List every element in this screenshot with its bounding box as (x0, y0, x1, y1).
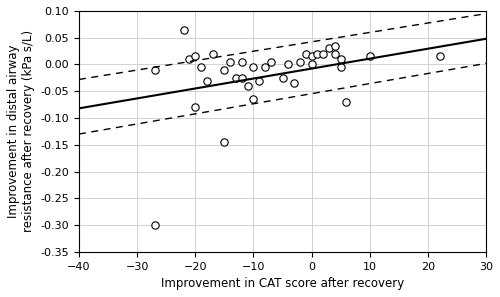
Point (342, 99, 350, 104)
Point (203, 78, 211, 83)
Point (302, 51, 310, 56)
Point (220, 140, 228, 144)
Point (192, 105, 200, 110)
Point (325, 46, 333, 51)
Point (226, 59, 234, 64)
Point (250, 97, 258, 102)
X-axis label: Improvement in CAT score after recovery: Improvement in CAT score after recovery (161, 277, 404, 290)
Point (296, 59, 304, 64)
Y-axis label: Improvement in distal airway
resistance after recovery (kPa s/L): Improvement in distal airway resistance … (7, 30, 35, 233)
Point (180, 27, 188, 32)
Point (308, 54, 316, 59)
Point (319, 51, 327, 56)
Point (314, 51, 322, 56)
Point (197, 65, 205, 69)
Point (232, 75, 240, 80)
Point (261, 65, 269, 69)
Point (238, 75, 246, 80)
Point (150, 223, 158, 228)
Point (208, 51, 216, 56)
Point (366, 54, 374, 59)
Point (244, 83, 252, 88)
Point (192, 54, 200, 59)
Point (186, 57, 194, 61)
Point (256, 78, 264, 83)
Point (336, 65, 344, 69)
Point (278, 75, 286, 80)
Point (336, 57, 344, 61)
Point (250, 65, 258, 69)
Point (331, 51, 339, 56)
Point (238, 59, 246, 64)
Point (284, 62, 292, 67)
Point (267, 59, 275, 64)
Point (308, 62, 316, 67)
Point (290, 81, 298, 86)
Point (220, 67, 228, 72)
Point (331, 43, 339, 48)
Point (150, 67, 158, 72)
Point (436, 54, 444, 59)
